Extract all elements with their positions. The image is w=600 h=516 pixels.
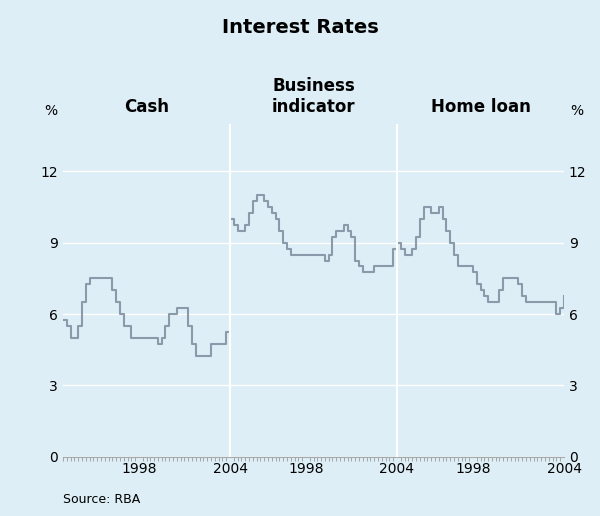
- Text: Source: RBA: Source: RBA: [63, 493, 140, 506]
- Text: %: %: [44, 104, 57, 118]
- Text: %: %: [570, 104, 583, 118]
- Text: Cash: Cash: [124, 98, 169, 116]
- Text: Business
indicator: Business indicator: [272, 77, 355, 116]
- Text: Home loan: Home loan: [431, 98, 530, 116]
- Text: Interest Rates: Interest Rates: [221, 18, 379, 37]
